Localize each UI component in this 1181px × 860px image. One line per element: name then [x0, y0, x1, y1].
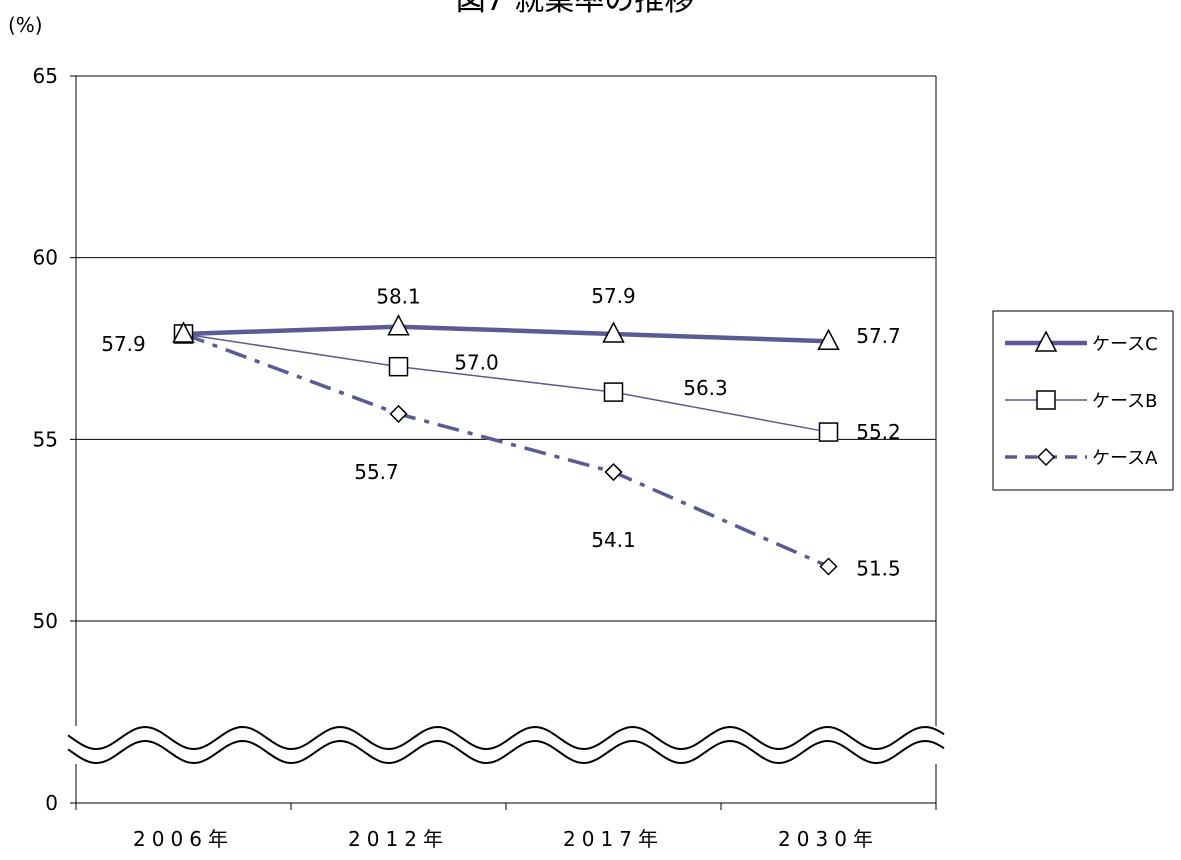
- legend-label: ケースA: [1092, 448, 1158, 469]
- data-label: 51.5: [856, 557, 901, 581]
- axis-break-wave-lower: [67, 739, 945, 765]
- legend-marker-diamond: [1036, 447, 1056, 467]
- y-unit-label: (%): [8, 13, 43, 37]
- square-point: [603, 382, 624, 402]
- y-tick-label: 60: [33, 246, 58, 270]
- square-point: [818, 422, 839, 442]
- data-label: 55.7: [354, 460, 399, 484]
- data-label: 57.7: [856, 324, 901, 348]
- chart-title: 図7 就業率の推移: [456, 0, 695, 18]
- data-label: 58.1: [376, 285, 421, 309]
- legend-marker-triangle: [1034, 330, 1058, 352]
- data-label: 57.9: [591, 284, 636, 308]
- data-label: 56.3: [683, 376, 728, 400]
- diamond-point: [819, 557, 838, 576]
- legend-marker-square: [1036, 390, 1056, 410]
- diamond-point: [389, 404, 408, 423]
- y-tick-label: 0: [45, 791, 58, 815]
- x-tick-label: 2017年: [563, 827, 664, 851]
- x-tick-label: 2030年: [778, 827, 879, 851]
- axis-break-wave-upper: [67, 725, 945, 751]
- square-point: [388, 356, 409, 377]
- triangle-point: [387, 314, 410, 336]
- x-tick-label: 2012年: [348, 827, 449, 851]
- axis-break-mask: [60, 726, 952, 764]
- series-line-square: [183, 333, 829, 433]
- data-label: 57.9: [101, 332, 146, 356]
- y-tick-label: 50: [33, 609, 58, 633]
- triangle-point: [602, 321, 625, 343]
- data-label: 55.2: [856, 420, 901, 444]
- y-tick-label: 55: [33, 427, 58, 451]
- y-tick-label: 65: [33, 64, 58, 88]
- series-line-diamond: [182, 332, 830, 569]
- series-line-triangle: [183, 324, 829, 344]
- legend-label: ケースC: [1092, 334, 1158, 355]
- x-tick-label: 2006年: [133, 827, 234, 851]
- triangle-point: [817, 328, 840, 350]
- data-label: 54.1: [591, 528, 636, 552]
- legend-label: ケースB: [1092, 391, 1157, 412]
- diamond-point: [604, 462, 623, 482]
- triangle-point: [172, 321, 195, 343]
- data-label: 57.0: [454, 351, 499, 375]
